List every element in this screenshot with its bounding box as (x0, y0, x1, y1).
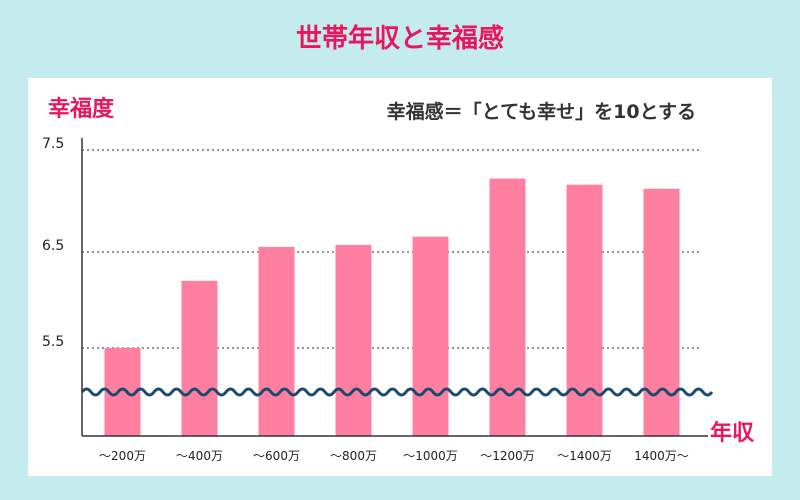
y-axis-label: 幸福度 (48, 96, 115, 122)
bar (643, 188, 680, 436)
y-tick-label: 6.5 (42, 238, 64, 254)
chart-title: 世帯年収と幸福感 (295, 24, 504, 54)
bars (104, 178, 680, 436)
category-label: ～400万 (176, 449, 223, 463)
bar (335, 244, 372, 436)
bar-chart: 幸福度 幸福感＝「とても幸せ」を10とする 7.5 6.5 5.5 ～200万 ～40… (42, 96, 755, 463)
chart-panel: 幸福度 幸福感＝「とても幸せ」を10とする 7.5 6.5 5.5 ～200万 ～40… (28, 78, 772, 476)
annotation-note: 幸福感＝「とても幸せ」を10とする (387, 100, 696, 123)
category-labels: ～200万 ～400万 ～600万 ～800万 ～1000万 ～1200万 ～1400万 14… (99, 449, 689, 463)
bar (489, 178, 526, 436)
category-label: ～800万 (330, 449, 377, 463)
y-tick-label: 5.5 (42, 334, 64, 350)
bar (181, 280, 218, 436)
category-label: 1400万～ (634, 449, 689, 463)
bar (566, 184, 603, 436)
y-tick-labels: 7.5 6.5 5.5 (42, 136, 64, 350)
category-label: ～1400万 (557, 449, 612, 463)
bar (412, 236, 449, 436)
axis-break-wave (80, 387, 714, 397)
category-label: ～200万 (99, 449, 146, 463)
y-tick-label: 7.5 (42, 136, 64, 152)
category-label: ～600万 (253, 449, 300, 463)
category-label: ～1200万 (480, 449, 535, 463)
gridlines (82, 149, 700, 349)
x-axis-label: 年収 (710, 420, 755, 446)
category-label: ～1000万 (403, 449, 458, 463)
bar (258, 246, 295, 436)
